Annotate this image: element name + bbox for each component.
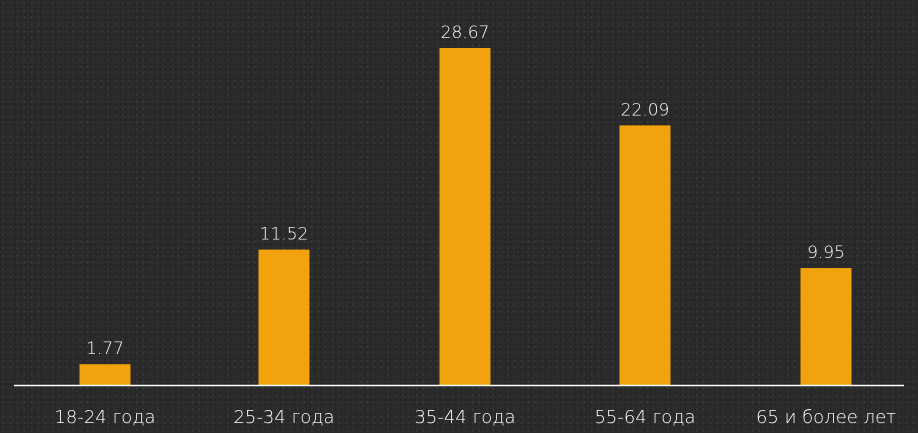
x-tick-label-2: 25-34 года [233, 407, 334, 428]
value-label-2: 11.52 [260, 225, 309, 245]
value-labels-group: 1.77 11.52 28.67 22.09 9.95 [86, 23, 845, 359]
x-tick-label-4: 55-64 года [594, 407, 695, 428]
x-tick-labels-group: 18-24 года 25-34 года 35-44 года 55-64 года… [54, 407, 896, 428]
value-label-4: 22.09 [621, 100, 670, 120]
bar-1 [79, 364, 131, 385]
bar-4 [619, 125, 671, 385]
x-tick-label-5: 65 и более лет [756, 407, 896, 428]
x-tick-label-3: 35-44 года [414, 407, 515, 428]
bar-3 [439, 48, 491, 385]
bars-group [79, 48, 852, 385]
x-tick-label-1: 18-24 года [54, 407, 155, 428]
bar-5 [800, 268, 852, 385]
value-label-3: 28.67 [441, 23, 490, 43]
bar-2 [258, 249, 310, 385]
value-label-1: 1.77 [86, 339, 124, 359]
value-label-5: 9.95 [807, 243, 845, 263]
